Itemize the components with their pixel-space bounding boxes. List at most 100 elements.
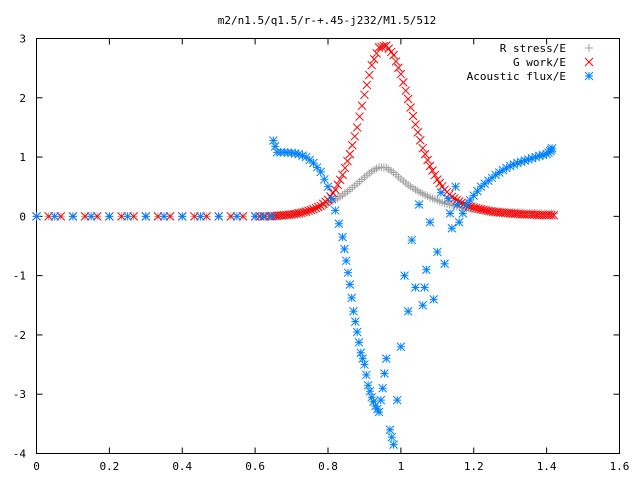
- data-point-interp-d2: [327, 194, 336, 203]
- data-point-d2: [447, 223, 457, 233]
- data-point: [462, 200, 471, 209]
- data-point-d2: [451, 182, 460, 192]
- data-point: [389, 50, 398, 60]
- data-point: [309, 204, 318, 214]
- data-point: [447, 223, 457, 233]
- data-point-interp: [357, 101, 367, 111]
- data-point-d2: [381, 354, 391, 363]
- data-point-interp-d2: [394, 63, 403, 73]
- data-point-interp-d2: [452, 200, 462, 209]
- data-point-d2: [407, 235, 417, 245]
- data-point-d2: [454, 217, 464, 227]
- data-point-interp-d2: [153, 212, 163, 221]
- data-point-interp: [232, 212, 242, 221]
- data-point: [476, 204, 486, 214]
- data-point-interp: [430, 170, 440, 180]
- data-point: [389, 440, 398, 449]
- data-point-d2: [68, 212, 78, 221]
- data-point-d2: [527, 210, 537, 219]
- data-point-interp-d2: [355, 112, 364, 121]
- x-tick-label: 1.4: [537, 460, 557, 473]
- data-point-interp-d2: [508, 209, 517, 218]
- data-point-interp-d2: [196, 212, 205, 221]
- data-point-d2: [403, 306, 413, 316]
- data-point: [341, 256, 351, 266]
- data-point-d2: [341, 256, 351, 266]
- data-point-d2: [498, 208, 508, 218]
- data-point-d2: [338, 170, 347, 180]
- data-point-d2: [505, 209, 515, 218]
- data-point-interp: [471, 203, 481, 213]
- data-point-interp-d2: [238, 212, 248, 221]
- data-point-d2: [425, 161, 435, 171]
- data-point-d2: [214, 212, 224, 221]
- data-point-interp-d2: [347, 293, 357, 303]
- data-point-interp: [299, 207, 309, 217]
- data-point-interp: [159, 212, 169, 221]
- data-point-interp-d2: [488, 207, 498, 217]
- data-point-interp: [408, 111, 418, 121]
- data-point-interp: [420, 149, 430, 159]
- x-tick-label: 1.6: [610, 460, 630, 473]
- data-point: [418, 300, 428, 310]
- data-point-interp-d2: [386, 47, 396, 57]
- data-point-d2: [443, 194, 453, 203]
- data-point: [32, 212, 41, 221]
- data-point: [425, 161, 435, 171]
- data-point-interp-d2: [306, 205, 316, 215]
- data-point-d2: [436, 188, 446, 197]
- data-point-d2: [345, 280, 355, 289]
- data-point-interp-d2: [202, 212, 211, 221]
- data-point-interp-d2: [350, 317, 360, 326]
- data-point: [411, 120, 420, 129]
- data-point-interp: [364, 70, 374, 80]
- data-point-interp: [420, 283, 429, 292]
- data-point: [352, 123, 362, 132]
- data-point: [407, 235, 417, 245]
- data-point-interp: [347, 293, 357, 303]
- data-point-d2: [360, 90, 369, 100]
- data-point-interp-d2: [50, 212, 60, 221]
- data-point: [498, 165, 508, 175]
- data-point-interp: [358, 354, 367, 363]
- data-point: [422, 265, 431, 275]
- data-point: [349, 306, 358, 316]
- data-point: [436, 188, 446, 197]
- data-point-interp-d2: [320, 174, 329, 184]
- data-point-interp: [202, 212, 211, 221]
- data-point-interp-d2: [159, 212, 169, 221]
- data-point-d2: [513, 209, 522, 219]
- data-point: [323, 182, 333, 192]
- data-point-interp: [465, 195, 475, 205]
- data-point-interp-d2: [435, 178, 445, 188]
- data-point-d2: [330, 185, 340, 195]
- data-point: [396, 342, 406, 352]
- data-point: [400, 271, 409, 280]
- data-point-d2: [330, 206, 340, 215]
- data-point-interp-d2: [486, 207, 496, 216]
- y-tick-label: -2: [13, 329, 26, 342]
- data-point-interp: [423, 155, 432, 165]
- data-point-d2: [374, 407, 384, 417]
- y-tick-label: 2: [19, 92, 26, 105]
- data-point-interp-d2: [311, 203, 321, 213]
- data-point-interp: [86, 212, 96, 221]
- data-point-interp: [428, 166, 437, 175]
- data-point: [440, 259, 449, 269]
- data-point-d2: [491, 207, 500, 217]
- data-point-interp: [354, 337, 364, 347]
- data-point-interp-d2: [379, 41, 389, 51]
- data-point-d2: [389, 50, 398, 60]
- data-point: [68, 212, 78, 221]
- data-point-interp: [413, 128, 423, 137]
- data-point-interp-d2: [364, 70, 374, 80]
- data-point-interp: [343, 268, 353, 278]
- data-point-interp-d2: [362, 80, 372, 90]
- data-point-interp: [333, 180, 343, 190]
- data-point: [250, 212, 260, 221]
- data-point-d2: [349, 306, 358, 316]
- data-point-interp-d2: [369, 54, 379, 64]
- data-point-interp-d2: [420, 283, 429, 292]
